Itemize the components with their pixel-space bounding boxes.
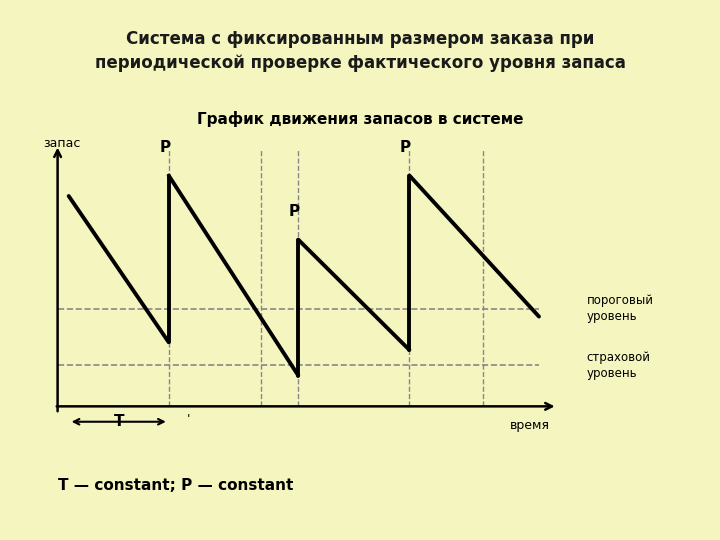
Text: ': ' (187, 413, 191, 426)
Text: Т: Т (114, 414, 124, 429)
Text: P: P (159, 140, 171, 155)
Text: График движения запасов в системе: График движения запасов в системе (197, 111, 523, 127)
Text: P: P (289, 204, 300, 219)
Text: время: время (510, 419, 550, 432)
Text: пороговый
уровень: пороговый уровень (587, 294, 654, 323)
Text: Т — constant; P — constant: Т — constant; P — constant (58, 478, 293, 494)
Text: P: P (400, 140, 411, 155)
Text: Система с фиксированным размером заказа при
периодической проверке фактического : Система с фиксированным размером заказа … (94, 30, 626, 72)
Text: запас: запас (42, 137, 80, 150)
Text: страховой
уровень: страховой уровень (587, 351, 651, 380)
